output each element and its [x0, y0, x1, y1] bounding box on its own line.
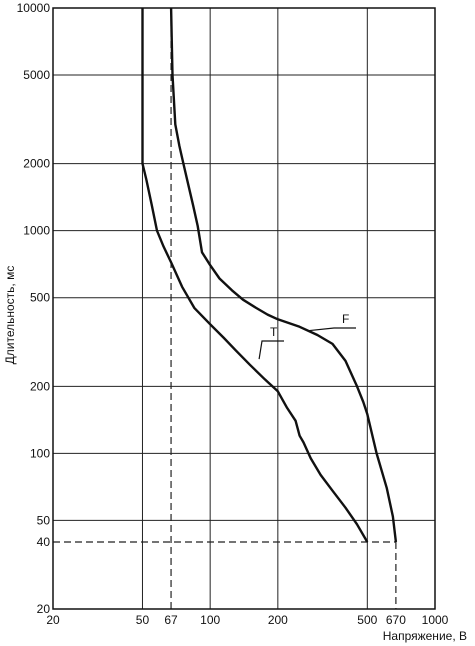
y-tick-label: 100 [30, 446, 50, 460]
x-tick-label: 100 [200, 613, 220, 627]
series-label-leader [258, 340, 284, 360]
y-tick-label: 20 [37, 602, 51, 616]
x-tick-label: 670 [386, 613, 406, 627]
series-label-leader [307, 327, 356, 332]
y-tick-label: 200 [30, 379, 50, 393]
series-line-f [169, 7, 398, 543]
grid [53, 8, 435, 609]
y-tick-label: 1000 [23, 224, 50, 238]
y-tick-label: 40 [37, 535, 51, 549]
x-tick-label: 50 [136, 613, 150, 627]
series-labels: TF [258, 312, 356, 360]
x-tick-label: 500 [357, 613, 377, 627]
series-line-t [141, 8, 369, 543]
series-label-f: F [342, 312, 349, 326]
y-tick-label: 5000 [23, 68, 50, 82]
series-label-t: T [270, 325, 278, 339]
x-tick-label: 20 [46, 613, 60, 627]
reference-lines [53, 8, 397, 609]
x-tick-label: 200 [268, 613, 288, 627]
x-tick-label: 67 [164, 613, 178, 627]
series [141, 7, 398, 543]
plot-frame [52, 7, 436, 610]
plot-border [52, 7, 436, 610]
y-tick-label: 10000 [17, 1, 51, 15]
y-tick-label: 2000 [23, 157, 50, 171]
y-tick-label: 50 [37, 513, 51, 527]
y-tick-label: 500 [30, 291, 50, 305]
x-tick-label: 1000 [422, 613, 449, 627]
y-axis-label: Длительность, мс [3, 266, 17, 365]
y-tick-labels: 20 40 50 100 200 500 1000 2000 5000 10000 [17, 1, 51, 616]
x-tick-labels: 20 50 67 100 200 500 670 1000 [46, 613, 448, 627]
x-axis-label: Напряжение, В [383, 629, 467, 643]
